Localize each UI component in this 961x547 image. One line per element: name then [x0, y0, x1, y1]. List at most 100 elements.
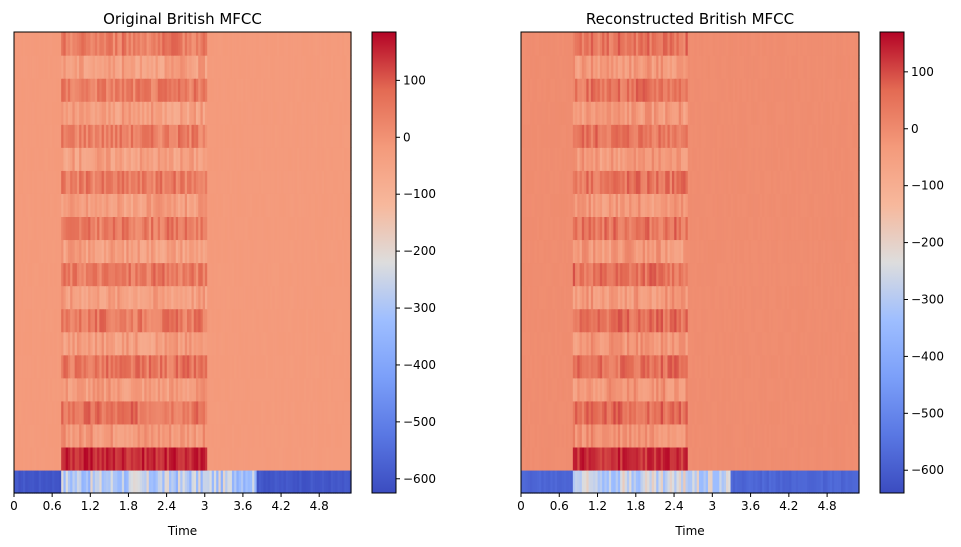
heatmap-cell	[737, 262, 741, 287]
heatmap-cell	[204, 377, 208, 402]
heatmap-cell	[36, 216, 40, 241]
heatmap-cell	[346, 285, 350, 310]
heatmap-cell	[249, 78, 253, 102]
heatmap-cell	[737, 354, 741, 379]
heatmap-cell	[775, 216, 779, 241]
heatmap-cell	[536, 423, 540, 448]
heatmap-cell	[530, 239, 533, 264]
heatmap-cell	[550, 423, 554, 448]
heatmap-cell	[784, 400, 788, 425]
heatmap-cell	[599, 354, 603, 379]
heatmap-cell	[74, 101, 78, 125]
heatmap-cell	[16, 32, 20, 56]
heatmap-cell	[258, 400, 262, 425]
heatmap-cell	[552, 354, 556, 379]
heatmap-cell	[115, 239, 118, 264]
heatmap-cell	[346, 377, 350, 402]
heatmap-cell	[169, 32, 172, 56]
heatmap-cell	[166, 308, 170, 333]
heatmap-cell	[29, 55, 33, 79]
heatmap-cell	[766, 423, 770, 448]
heatmap-cell	[16, 469, 20, 494]
heatmap-cell	[525, 354, 529, 379]
heatmap-cell	[696, 262, 700, 287]
heatmap-cell	[229, 216, 233, 241]
heatmap-cell	[804, 239, 808, 264]
heatmap-cell	[16, 193, 20, 217]
heatmap-cell	[49, 469, 53, 494]
heatmap-cell	[227, 423, 231, 448]
heatmap-cell	[780, 193, 783, 217]
heatmap-cell	[121, 308, 125, 333]
heatmap-cell	[310, 423, 314, 448]
heatmap-cell	[579, 239, 583, 264]
heatmap-cell	[597, 446, 601, 471]
heatmap-cell	[108, 469, 112, 494]
heatmap-cell	[534, 469, 538, 494]
heatmap-cell	[49, 423, 53, 448]
heatmap-cell	[211, 147, 215, 171]
heatmap-cell	[321, 193, 325, 217]
heatmap-cell	[737, 331, 741, 356]
heatmap-cell	[207, 446, 211, 471]
heatmap-cell	[252, 285, 255, 310]
heatmap-cell	[272, 262, 276, 287]
heatmap-cell	[115, 193, 118, 217]
heatmap-cell	[335, 423, 339, 448]
heatmap-cell	[90, 262, 94, 287]
heatmap-cell	[335, 147, 339, 171]
heatmap-cell	[548, 239, 551, 264]
heatmap-cell	[155, 147, 159, 171]
heatmap-cell	[204, 239, 208, 264]
heatmap-cell	[151, 239, 154, 264]
heatmap-cell	[723, 239, 727, 264]
heatmap-cell	[764, 331, 768, 356]
heatmap-cell	[56, 377, 60, 402]
heatmap-cell	[285, 285, 289, 310]
heatmap-cell	[346, 469, 350, 494]
heatmap-cell	[800, 285, 804, 310]
heatmap-cell	[207, 262, 211, 287]
heatmap-cell	[137, 308, 141, 333]
heatmap-cell	[184, 170, 188, 194]
heatmap-cell	[65, 400, 69, 425]
heatmap-cell	[757, 239, 761, 264]
heatmap-cell	[660, 239, 664, 264]
heatmap-cell	[635, 262, 639, 287]
heatmap-cell	[694, 400, 698, 425]
heatmap-cell	[775, 262, 779, 287]
heatmap-cell	[229, 193, 233, 217]
heatmap-cell	[721, 354, 725, 379]
heatmap-cell	[238, 216, 242, 241]
heatmap-cell	[34, 32, 38, 56]
heatmap-cell	[54, 446, 58, 471]
heatmap-cell	[532, 354, 536, 379]
colorbar-tick-label: 0	[403, 130, 411, 144]
heatmap-cell	[312, 400, 316, 425]
heatmap-cell	[570, 446, 574, 471]
heatmap-cell	[563, 216, 567, 241]
heatmap-cell	[550, 354, 554, 379]
heatmap-cell	[599, 216, 603, 241]
heatmap-cell	[234, 262, 238, 287]
heatmap-cell	[139, 262, 143, 287]
heatmap-cell	[595, 239, 599, 264]
heatmap-cell	[243, 55, 247, 79]
heatmap-cell	[272, 239, 276, 264]
heatmap-cell	[211, 423, 215, 448]
heatmap-cell	[216, 170, 220, 194]
heatmap-cell	[717, 239, 720, 264]
heatmap-cell	[344, 78, 348, 102]
heatmap-cell	[820, 193, 824, 217]
heatmap-cell	[579, 469, 583, 494]
heatmap-cell	[599, 193, 603, 217]
heatmap-cell	[164, 446, 168, 471]
heatmap-cell	[193, 400, 197, 425]
heatmap-cell	[746, 239, 750, 264]
heatmap-cell	[144, 285, 148, 310]
heatmap-cell	[667, 239, 671, 264]
heatmap-cell	[642, 262, 646, 287]
heatmap-cell	[319, 78, 323, 102]
heatmap-cell	[615, 354, 619, 379]
heatmap-cell	[202, 216, 206, 241]
